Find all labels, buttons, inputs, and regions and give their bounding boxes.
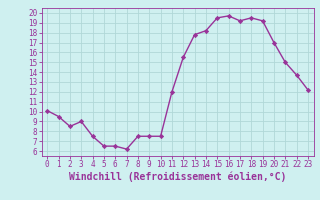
- X-axis label: Windchill (Refroidissement éolien,°C): Windchill (Refroidissement éolien,°C): [69, 172, 286, 182]
